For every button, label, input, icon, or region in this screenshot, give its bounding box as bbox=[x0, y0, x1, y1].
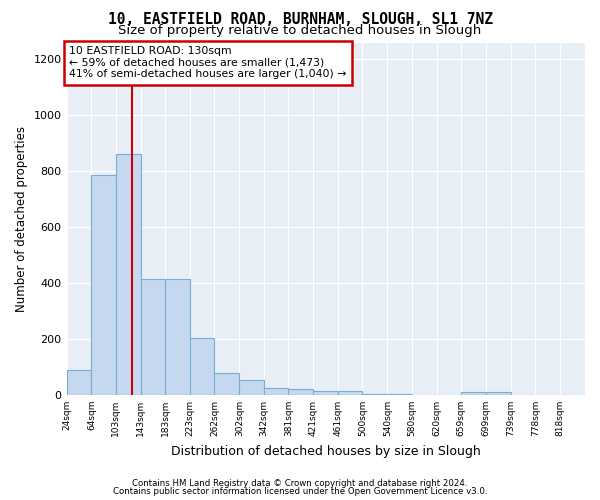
X-axis label: Distribution of detached houses by size in Slough: Distribution of detached houses by size … bbox=[171, 444, 481, 458]
Bar bbox=[338, 390, 362, 395]
Bar bbox=[91, 176, 116, 395]
Bar bbox=[264, 388, 289, 395]
Bar bbox=[313, 390, 338, 395]
Text: 10, EASTFIELD ROAD, BURNHAM, SLOUGH, SL1 7NZ: 10, EASTFIELD ROAD, BURNHAM, SLOUGH, SL1… bbox=[107, 12, 493, 26]
Bar bbox=[116, 154, 140, 395]
Bar bbox=[362, 394, 388, 395]
Text: Size of property relative to detached houses in Slough: Size of property relative to detached ho… bbox=[118, 24, 482, 37]
Bar bbox=[190, 338, 214, 395]
Bar bbox=[289, 390, 313, 395]
Text: 10 EASTFIELD ROAD: 130sqm
← 59% of detached houses are smaller (1,473)
41% of se: 10 EASTFIELD ROAD: 130sqm ← 59% of detac… bbox=[69, 46, 347, 79]
Text: Contains public sector information licensed under the Open Government Licence v3: Contains public sector information licen… bbox=[113, 487, 487, 496]
Bar bbox=[214, 372, 239, 395]
Bar bbox=[140, 279, 166, 395]
Text: Contains HM Land Registry data © Crown copyright and database right 2024.: Contains HM Land Registry data © Crown c… bbox=[132, 478, 468, 488]
Bar bbox=[239, 380, 264, 395]
Bar bbox=[166, 279, 190, 395]
Bar bbox=[67, 370, 91, 395]
Bar bbox=[486, 392, 511, 395]
Y-axis label: Number of detached properties: Number of detached properties bbox=[15, 126, 28, 312]
Bar bbox=[388, 394, 412, 395]
Bar bbox=[461, 392, 486, 395]
